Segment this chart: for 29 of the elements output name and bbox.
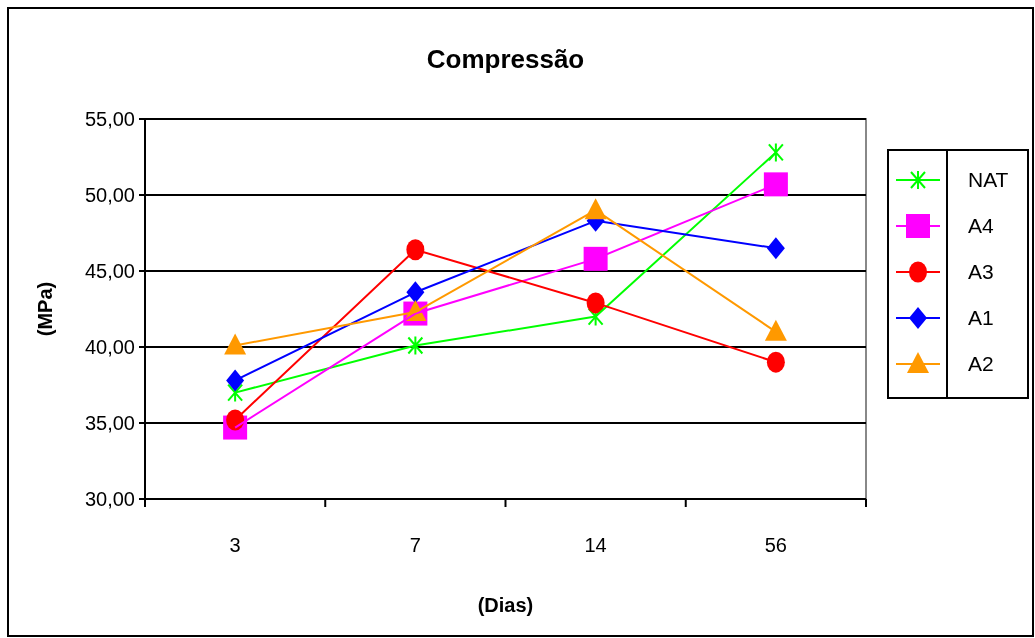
point [224, 333, 247, 355]
point [583, 246, 608, 271]
point [766, 351, 785, 373]
point [764, 319, 787, 341]
y-tick-label: 50,00 [84, 184, 135, 206]
point [227, 382, 244, 403]
point [407, 335, 424, 356]
point [587, 306, 604, 327]
x-tick-label: 7 [409, 534, 421, 556]
x-axis-title: (Dias) [477, 594, 534, 616]
legend-label: A1 [968, 306, 994, 330]
y-tick-label: 30,00 [84, 488, 135, 510]
legend-label: NAT [968, 168, 1009, 192]
chart-title: Compressão [426, 44, 585, 74]
x-tick-label: 56 [764, 534, 787, 556]
x-tick-label: 3 [229, 534, 241, 556]
point [226, 369, 245, 392]
y-tick-label: 40,00 [84, 336, 135, 358]
point [767, 142, 784, 163]
x-tick-label: 14 [584, 534, 607, 556]
legend-label: A3 [968, 260, 994, 284]
point [766, 237, 785, 260]
y-tick-label: 55,00 [84, 108, 135, 130]
legend-label: A2 [968, 352, 994, 376]
y-tick-label: 45,00 [84, 260, 135, 282]
y-tick-label: 35,00 [84, 412, 135, 434]
legend-label: A4 [968, 214, 995, 238]
y-axis-title: (MPa) [34, 281, 56, 337]
point [763, 172, 788, 197]
